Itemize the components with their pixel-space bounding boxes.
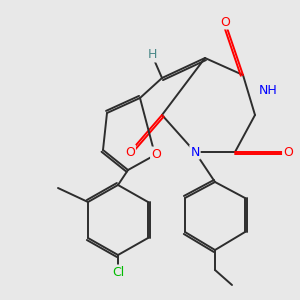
Text: NH: NH: [259, 83, 278, 97]
Text: O: O: [151, 148, 161, 160]
Text: N: N: [190, 146, 200, 158]
Text: O: O: [220, 16, 230, 28]
Text: O: O: [125, 146, 135, 158]
Text: H: H: [147, 49, 157, 62]
Text: O: O: [283, 146, 293, 158]
Text: Cl: Cl: [112, 266, 124, 278]
